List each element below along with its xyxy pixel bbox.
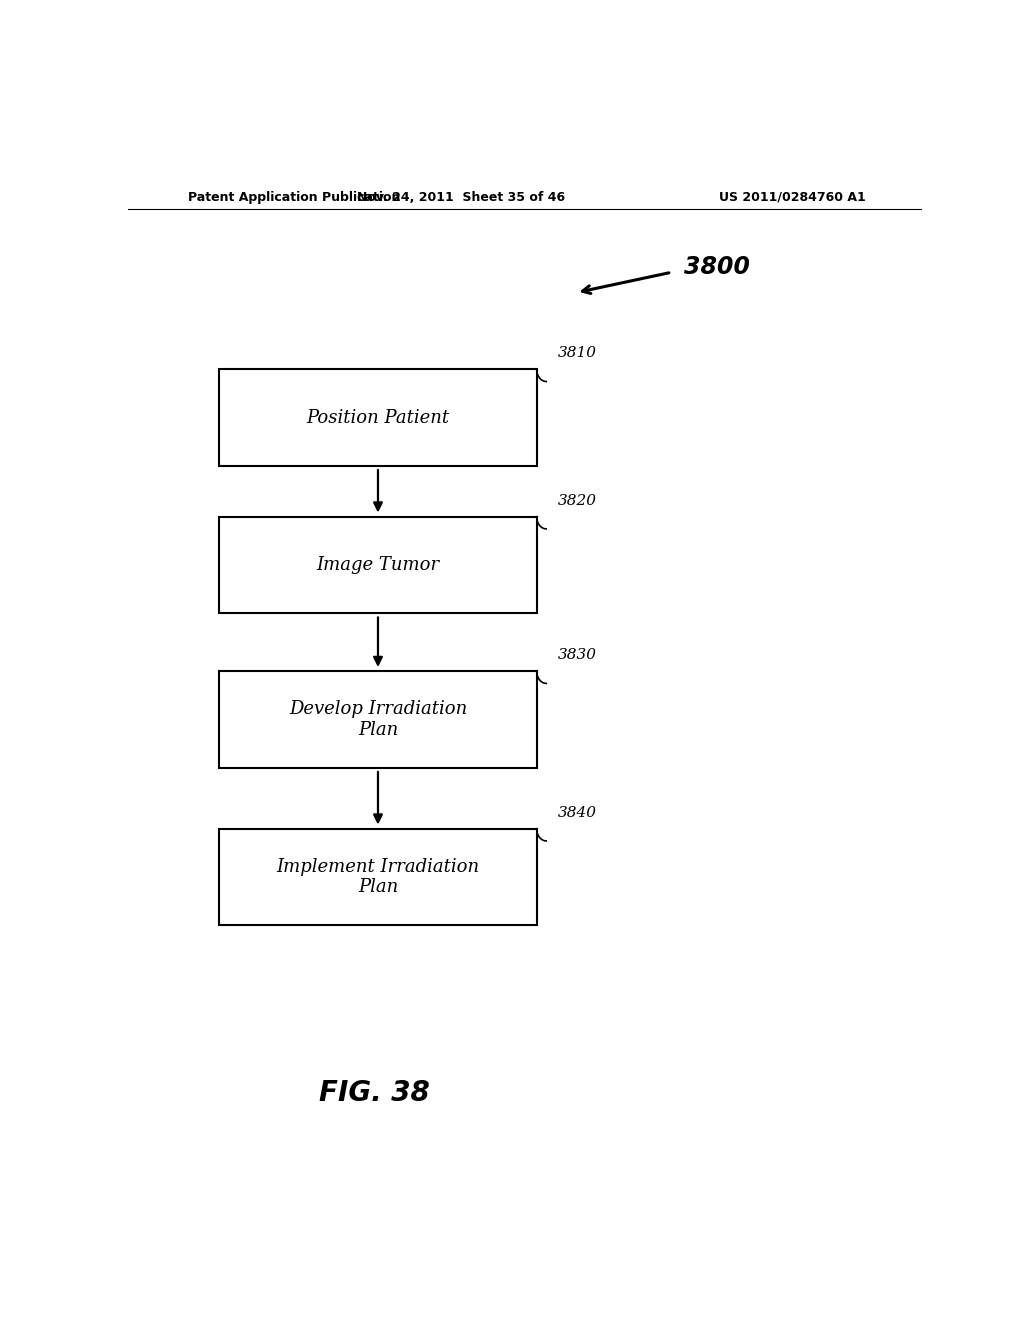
Text: 3820: 3820 [558,494,597,507]
Text: 3800: 3800 [684,255,750,279]
Text: FIG. 38: FIG. 38 [318,1080,429,1107]
Text: 3810: 3810 [558,346,597,360]
Text: Image Tumor: Image Tumor [316,556,439,574]
Text: 3830: 3830 [558,648,597,663]
Text: Develop Irradiation
Plan: Develop Irradiation Plan [289,700,467,739]
Text: 3840: 3840 [558,805,597,820]
Text: Nov. 24, 2011  Sheet 35 of 46: Nov. 24, 2011 Sheet 35 of 46 [357,190,565,203]
Bar [219,829,537,925]
Bar [219,516,537,614]
Bar [219,671,537,768]
Text: Position Patient: Position Patient [306,409,450,426]
Text: US 2011/0284760 A1: US 2011/0284760 A1 [719,190,866,203]
Bar [219,370,537,466]
Text: Patent Application Publication: Patent Application Publication [187,190,400,203]
Text: Implement Irradiation
Plan: Implement Irradiation Plan [276,858,479,896]
